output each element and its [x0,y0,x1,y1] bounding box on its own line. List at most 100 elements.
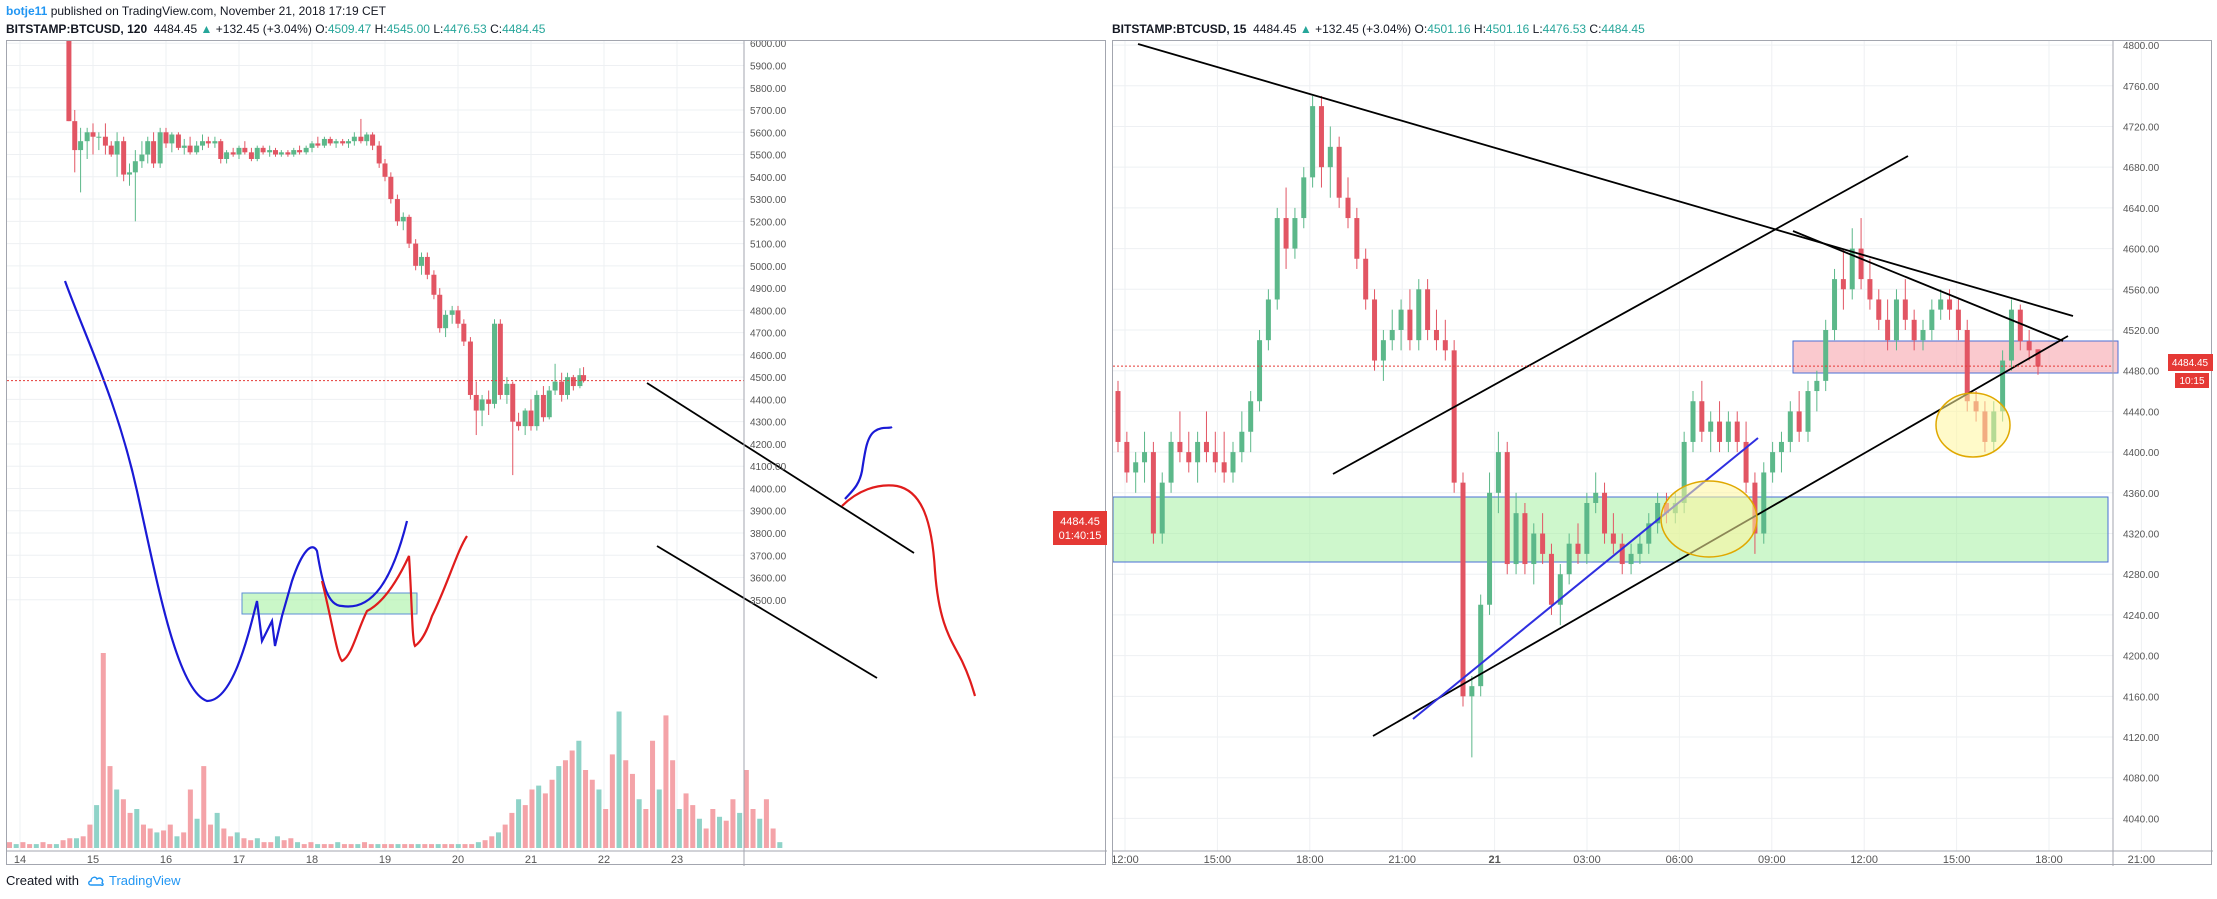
left-high-label: H: [374,22,387,36]
candle-body [169,134,175,144]
tradingview-link[interactable]: TradingView [87,873,181,888]
candle-body [1929,309,1935,330]
candle-body [1327,146,1333,168]
candle-body [1893,299,1899,341]
blue-breakout-curve[interactable] [844,425,893,500]
candle-body [260,147,266,153]
candle-body [248,152,254,159]
candle-body [1770,452,1776,473]
volume-bar [428,844,435,848]
candle-body [419,256,424,266]
candle-body [413,243,419,266]
volume-bar [562,760,568,848]
candle-body [346,141,351,144]
lower-trendline[interactable] [656,545,878,679]
candle-body [1619,543,1625,565]
left-low: 4476.53 [443,22,487,36]
descending-trendline[interactable] [1137,43,2074,317]
volume-bar [134,809,140,848]
volume-bar [663,715,669,848]
volume-bar [328,844,334,848]
candle-body [570,377,576,387]
left-axes: 6000.00 5900.00 5800.00 5700.00 5600.00 5500.… [7,39,1107,866]
support-zone[interactable] [1112,496,2109,563]
y-tick-label: 5400.00 [750,173,787,184]
candle-body [431,274,437,295]
candle-body [181,145,187,148]
x-tick-label: 23 [671,854,683,866]
candle-body [1159,482,1165,534]
candle-body [218,141,224,159]
left-low-label: L: [433,22,444,36]
y-tick-label: 3500.00 [750,596,787,607]
candle-body [1283,218,1289,249]
candle-body [1734,421,1740,442]
volume-bar [33,844,39,848]
candle-body [552,381,558,391]
left-chart[interactable]: 6000.00 5900.00 5800.00 5700.00 5600.00 5500.… [7,39,1107,866]
candle-body [400,216,406,222]
left-change: +132.45 (+3.04%) [215,22,312,36]
candle-body [534,394,540,427]
candle-body [581,375,587,381]
volume-bar [556,766,562,848]
candle-body [1832,279,1838,330]
candle-body [1274,218,1280,300]
volume-bar [120,799,126,848]
volume-bar [107,766,113,848]
candle-body [273,150,278,155]
upper-trendline[interactable] [646,382,915,554]
left-chart-panel[interactable]: 6000.00 5900.00 5800.00 5700.00 5600.00 5500.… [6,39,1107,866]
y-tick-label: 4400.00 [750,395,787,406]
candle-body [364,134,370,142]
volume-bar [295,842,301,848]
y-tick-label: 4640.00 [2123,204,2160,215]
y-tick-label: 4120.00 [2123,733,2160,744]
highlight-ellipse-2[interactable] [1935,392,2011,458]
x-tick-label: 16 [160,854,172,866]
y-tick-label: 5100.00 [750,240,787,251]
right-chart[interactable]: 4800.00 4760.00 4720.00 4680.00 4640.00 4600.… [1111,41,2213,866]
candle-body [1168,441,1174,483]
candle-body [1938,299,1944,310]
candle-body [1115,391,1121,442]
candle-body [242,147,248,153]
volume-bar [469,844,475,848]
candle-body [492,323,497,404]
blue-path-projection[interactable] [63,280,409,703]
candle-body [84,132,90,142]
candle-body [1177,441,1183,453]
candle-body [1345,197,1351,219]
candle-body [1725,421,1731,442]
author-link[interactable]: botje11 [6,4,48,18]
highlight-ellipse-1[interactable] [1660,480,1758,558]
y-tick-label: 4440.00 [2123,407,2160,418]
right-chart-panel[interactable]: 4800.00 4760.00 4720.00 4680.00 4640.00 4600.… [1111,40,2213,866]
short-resistance-line[interactable] [1792,230,2064,342]
candle-body [200,141,205,146]
volume-bar [375,844,381,848]
volume-bar [174,836,180,848]
volume-bar [549,779,555,848]
resistance-zone[interactable] [1792,340,2119,374]
candle-body [1203,441,1209,453]
volume-bar [636,799,642,848]
volume-bar [114,789,120,848]
channel-upper-line[interactable] [1332,155,1909,475]
y-tick-label: 4560.00 [2123,285,2160,296]
candle-body [187,145,193,153]
candle-body [267,150,273,153]
red-path-projection[interactable] [320,535,468,663]
volume-bar [341,844,347,848]
candle-body [479,399,485,411]
candle-body [1743,441,1749,483]
left-close: 4484.45 [502,22,546,36]
y-tick-label: 4800.00 [2123,41,2160,52]
red-drop-curve[interactable] [841,484,977,697]
right-zones [1112,340,2119,563]
candle-body [382,163,388,177]
candle-body [1796,411,1802,432]
y-tick-label: 5800.00 [750,84,787,95]
volume-bar [167,824,173,848]
x-tick-label: 06:00 [1666,854,1694,866]
